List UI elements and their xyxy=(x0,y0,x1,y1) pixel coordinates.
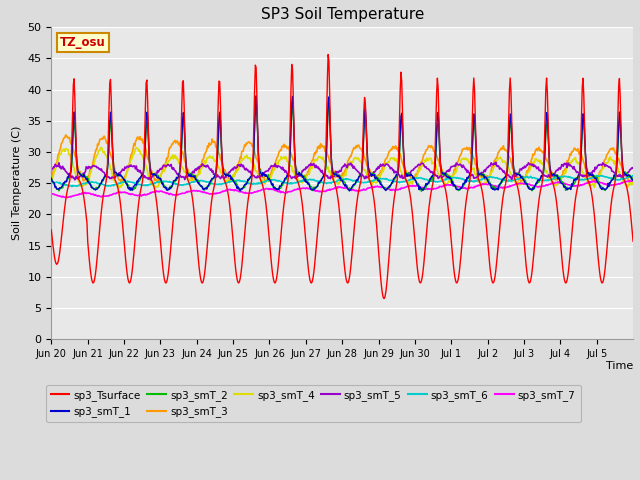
sp3_smT_5 xyxy=(252,174,260,180)
sp3_smT_7 xyxy=(47,191,55,196)
sp3_smT_4 xyxy=(253,168,260,174)
sp3_smT_3 xyxy=(275,149,283,155)
sp3_smT_1 xyxy=(275,186,282,192)
Line: sp3_smT_1: sp3_smT_1 xyxy=(51,96,633,191)
sp3_Tsurface xyxy=(47,227,55,233)
sp3_smT_1 xyxy=(436,160,444,166)
Line: sp3_smT_7: sp3_smT_7 xyxy=(51,180,633,197)
sp3_smT_2 xyxy=(436,161,444,167)
sp3_smT_2 xyxy=(418,189,426,194)
sp3_Tsurface xyxy=(252,62,259,68)
sp3_smT_5 xyxy=(147,177,154,183)
sp3_smT_3 xyxy=(629,176,637,182)
Line: sp3_smT_2: sp3_smT_2 xyxy=(51,102,633,192)
sp3_smT_4 xyxy=(224,178,232,183)
Legend: sp3_Tsurface, sp3_smT_1, sp3_smT_2, sp3_smT_3, sp3_smT_4, sp3_smT_5, sp3_smT_6, : sp3_Tsurface, sp3_smT_1, sp3_smT_2, sp3_… xyxy=(45,385,580,422)
sp3_smT_1 xyxy=(223,172,230,178)
sp3_Tsurface xyxy=(436,163,444,168)
sp3_Tsurface xyxy=(404,181,412,187)
sp3_smT_1 xyxy=(116,173,124,179)
sp3_smT_6 xyxy=(629,173,637,179)
sp3_smT_6 xyxy=(223,180,231,186)
sp3_smT_1 xyxy=(346,188,353,194)
sp3_Tsurface xyxy=(324,51,332,57)
sp3_smT_7 xyxy=(252,189,260,194)
sp3_smT_6 xyxy=(47,180,55,185)
sp3_smT_3 xyxy=(116,177,124,182)
Line: sp3_smT_6: sp3_smT_6 xyxy=(51,176,633,187)
sp3_smT_3 xyxy=(224,173,232,179)
sp3_smT_7 xyxy=(403,183,411,189)
sp3_smT_4 xyxy=(97,144,105,150)
sp3_smT_2 xyxy=(403,171,411,177)
sp3_smT_4 xyxy=(152,185,159,191)
sp3_smT_2 xyxy=(47,175,55,180)
sp3_smT_6 xyxy=(252,181,260,187)
sp3_smT_1 xyxy=(629,178,637,183)
sp3_smT_3 xyxy=(253,156,260,162)
sp3_smT_4 xyxy=(404,179,412,185)
sp3_smT_5 xyxy=(275,163,282,168)
sp3_smT_7 xyxy=(116,189,124,195)
sp3_smT_6 xyxy=(275,178,282,184)
sp3_smT_2 xyxy=(275,186,282,192)
sp3_smT_5 xyxy=(223,171,231,177)
Text: TZ_osu: TZ_osu xyxy=(60,36,106,49)
sp3_smT_1 xyxy=(404,173,412,179)
sp3_smT_1 xyxy=(252,93,260,99)
sp3_smT_4 xyxy=(629,178,637,184)
Line: sp3_smT_5: sp3_smT_5 xyxy=(51,162,633,180)
sp3_smT_4 xyxy=(436,175,444,180)
sp3_smT_7 xyxy=(629,178,637,184)
sp3_smT_3 xyxy=(62,132,70,138)
sp3_smT_2 xyxy=(116,173,124,179)
sp3_smT_4 xyxy=(116,183,124,189)
sp3_smT_3 xyxy=(47,177,55,182)
sp3_smT_3 xyxy=(404,172,412,178)
Line: sp3_smT_4: sp3_smT_4 xyxy=(51,147,633,188)
sp3_Tsurface xyxy=(629,239,637,244)
sp3_smT_7 xyxy=(223,187,231,193)
sp3_smT_2 xyxy=(252,107,259,112)
sp3_smT_7 xyxy=(63,194,71,200)
sp3_smT_6 xyxy=(436,179,444,184)
sp3_smT_1 xyxy=(252,101,259,107)
sp3_smT_1 xyxy=(47,176,55,181)
Y-axis label: Soil Temperature (C): Soil Temperature (C) xyxy=(12,126,22,240)
sp3_smT_7 xyxy=(275,189,282,194)
sp3_smT_7 xyxy=(626,178,634,183)
sp3_smT_3 xyxy=(436,162,444,168)
sp3_smT_3 xyxy=(154,180,161,185)
sp3_Tsurface xyxy=(223,183,230,189)
sp3_smT_5 xyxy=(436,174,444,180)
sp3_smT_5 xyxy=(492,159,500,165)
sp3_smT_7 xyxy=(436,183,444,189)
sp3_Tsurface xyxy=(380,296,388,301)
sp3_smT_5 xyxy=(47,168,55,174)
sp3_smT_4 xyxy=(47,177,55,183)
sp3_smT_6 xyxy=(403,178,411,184)
Line: sp3_Tsurface: sp3_Tsurface xyxy=(51,54,633,299)
sp3_smT_4 xyxy=(275,157,283,163)
sp3_Tsurface xyxy=(116,194,124,200)
sp3_smT_5 xyxy=(629,166,637,171)
sp3_smT_6 xyxy=(116,180,124,186)
Line: sp3_smT_3: sp3_smT_3 xyxy=(51,135,633,182)
sp3_smT_5 xyxy=(403,173,411,179)
Title: SP3 Soil Temperature: SP3 Soil Temperature xyxy=(260,7,424,22)
Text: Time: Time xyxy=(606,361,633,371)
sp3_smT_2 xyxy=(223,172,230,178)
sp3_smT_6 xyxy=(68,184,76,190)
sp3_smT_2 xyxy=(629,178,637,183)
sp3_smT_2 xyxy=(252,99,260,105)
sp3_Tsurface xyxy=(273,270,281,276)
sp3_smT_5 xyxy=(116,172,124,178)
